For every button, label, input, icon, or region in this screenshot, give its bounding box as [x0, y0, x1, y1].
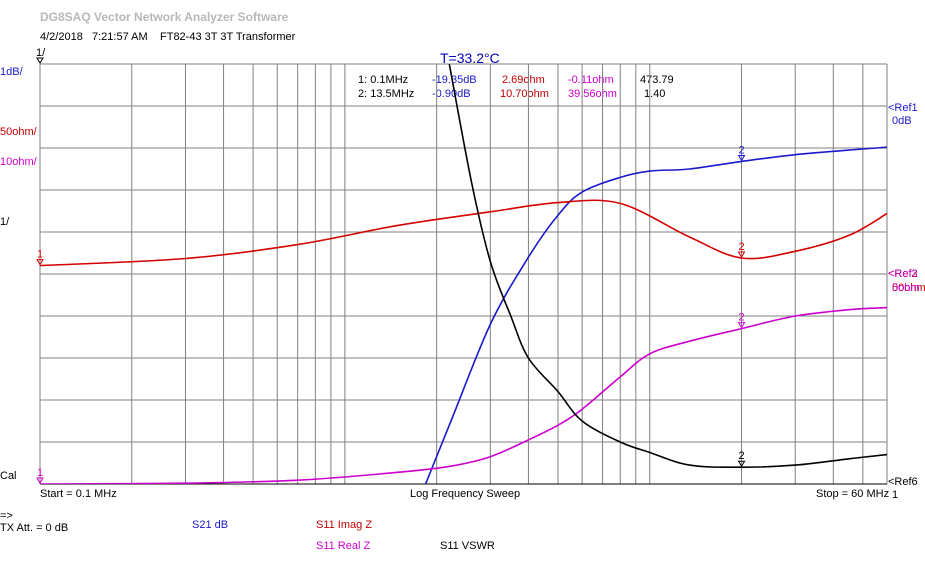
app-title: DG8SAQ Vector Network Analyzer Software: [40, 10, 289, 24]
sweep-description: FT82-43 3T 3T Transformer: [160, 31, 296, 43]
svg-text:2: 2: [739, 144, 745, 156]
marker-2-real: 39.56ohm: [568, 88, 617, 100]
imag-scale-label: 50ohm/: [0, 126, 37, 138]
top-marker-triangle: [36, 57, 44, 64]
legend-s11-real[interactable]: S11 Real Z: [316, 540, 371, 552]
tx-attenuation[interactable]: TX Att. = 0 dB: [0, 522, 69, 534]
start-frequency: Start = 0.1 MHz: [40, 488, 117, 500]
vswr-scale-label: 1/: [0, 216, 10, 228]
real-scale-label: 10ohm/: [0, 156, 37, 168]
ref6-label[interactable]: <Ref6: [888, 476, 918, 488]
marker-2-trace-s21: 2: [737, 144, 746, 162]
marker-2-trace-s11-vswr: 2: [737, 450, 746, 468]
ref1-label[interactable]: <Ref1: [888, 102, 918, 114]
plot-markers: 2 2 1 2 1 2: [36, 57, 746, 484]
marker-1-trace-s11-real: 1: [36, 467, 44, 484]
marker-1-imag: 2.69ohm: [502, 74, 545, 86]
ref3-value: 0ohm: [892, 282, 920, 294]
marker-1-freq: 1: 0.1MHz: [358, 74, 409, 86]
svg-text:2: 2: [739, 450, 745, 462]
ref1-value: 0dB: [892, 115, 912, 127]
ref3-label[interactable]: <Ref3: [888, 268, 918, 280]
legend-s11-vswr[interactable]: S11 VSWR: [440, 540, 495, 552]
svg-text:1: 1: [37, 249, 43, 261]
trace-s11-real: [40, 306, 887, 484]
top-marker-label: 1/: [36, 47, 46, 59]
marker-2-imag: 10.70ohm: [500, 88, 549, 100]
marker-2-s21: -0.90dB: [432, 88, 471, 100]
tx-arrow: =>: [0, 510, 13, 522]
ref6-value: 1: [892, 489, 899, 501]
svg-text:2: 2: [739, 312, 745, 324]
legend-s21[interactable]: S21 dB: [192, 519, 229, 531]
s21-scale-label: 1dB/: [0, 66, 23, 78]
legend-s11-imag[interactable]: S11 Imag Z: [316, 519, 373, 531]
sweep-date: 4/2/2018: [40, 31, 83, 43]
ref2-label[interactable]: <Ref2: [888, 268, 918, 280]
plot-traces: [40, 64, 887, 484]
marker-1-trace-s11-imag: 1: [36, 249, 44, 266]
marker-1-s21: -19.35dB: [432, 74, 477, 86]
temperature-readout: T=33.2°C: [440, 50, 500, 66]
marker-2-trace-s11-real: 2: [737, 312, 746, 329]
svg-text:2: 2: [739, 241, 745, 253]
marker-2-trace-s11-imag: 2: [737, 241, 746, 259]
sweep-time: 7:21:57 AM: [92, 31, 148, 43]
sweep-type: Log Frequency Sweep: [410, 488, 521, 500]
trace-s21: [424, 146, 887, 484]
cal-label[interactable]: Cal: [0, 470, 17, 482]
stop-frequency: Stop = 60 MHz: [816, 488, 890, 500]
ref2-value: 50ohm: [892, 282, 925, 294]
trace-s11-imag: [40, 199, 887, 267]
marker-1-vswr: 473.79: [640, 74, 674, 86]
svg-text:1: 1: [37, 467, 43, 479]
marker-2-freq: 2: 13.5MHz: [358, 88, 415, 100]
trace-s11-vswr: [448, 64, 887, 469]
plot-grid: [39, 63, 888, 485]
